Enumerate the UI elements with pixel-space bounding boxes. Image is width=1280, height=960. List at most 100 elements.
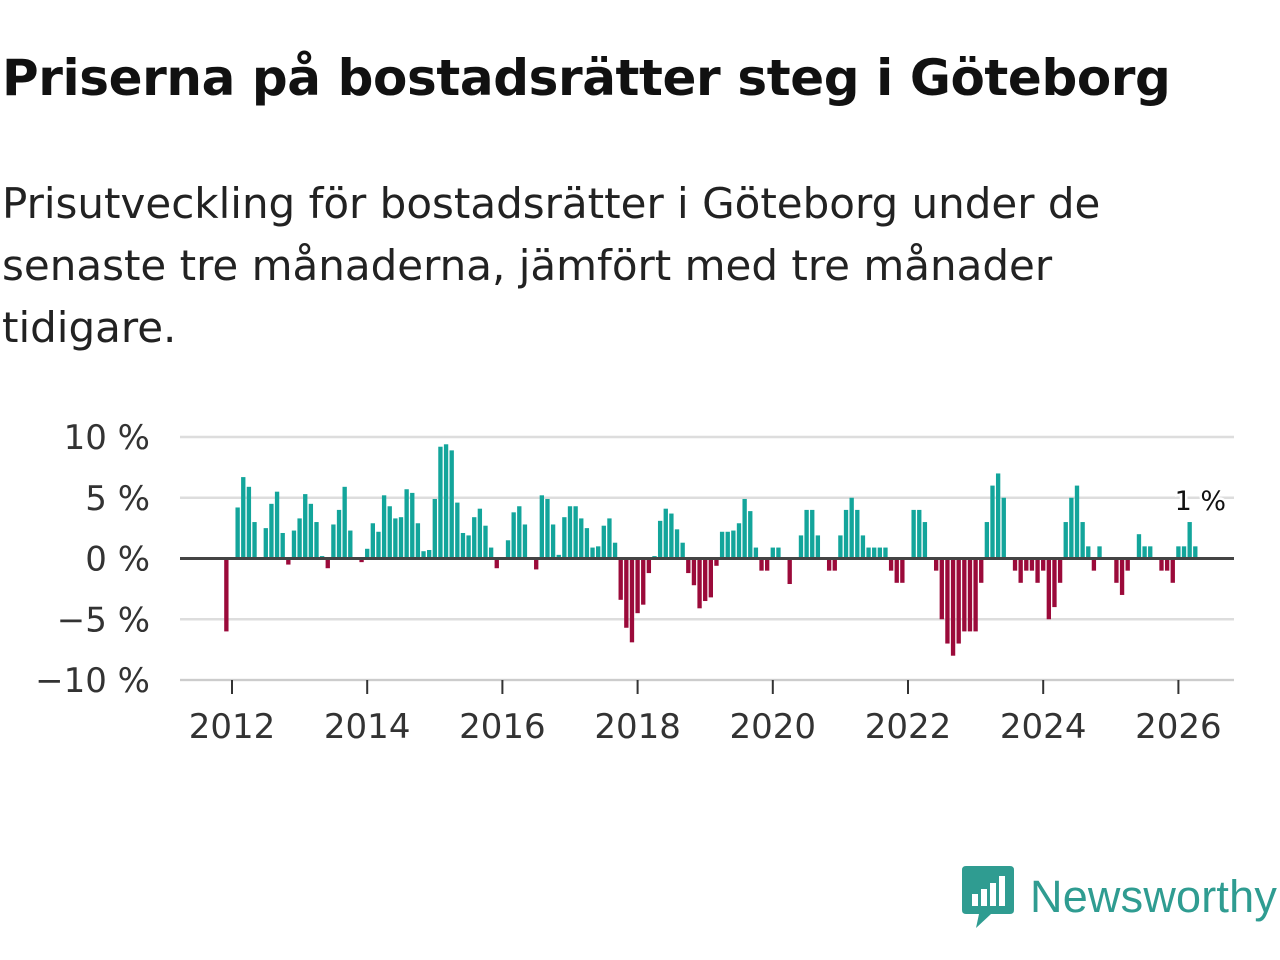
bar-positive xyxy=(517,506,522,559)
bar-positive xyxy=(804,509,809,559)
bar-positive xyxy=(308,503,314,559)
chart-title: Priserna på bostadsrätter steg i Götebor… xyxy=(2,49,1171,107)
y-tick-label: 10 % xyxy=(64,418,150,458)
bar-negative xyxy=(765,558,770,571)
bar-positive xyxy=(488,547,494,559)
bar-positive xyxy=(1136,534,1142,559)
bar-positive xyxy=(472,517,477,559)
bar-positive xyxy=(742,498,747,559)
bar-negative xyxy=(624,558,629,628)
y-tick-label: 5 % xyxy=(85,479,150,519)
bar-positive xyxy=(263,528,268,559)
bar-negative xyxy=(888,558,894,571)
bar-positive xyxy=(415,523,421,559)
bar-negative xyxy=(894,558,899,583)
bar-negative xyxy=(1159,558,1164,571)
bar-positive xyxy=(1187,522,1192,559)
bar-chart: 10 % 5 % 0 % −5 % −10 % 2012 2014 2016 2018 2020 2… xyxy=(35,418,1234,747)
bar-positive xyxy=(584,528,590,559)
bar-positive xyxy=(1176,546,1181,559)
bar-negative xyxy=(635,558,640,614)
bar-negative xyxy=(1164,558,1170,571)
bar-positive xyxy=(427,549,432,559)
bar-positive xyxy=(297,518,302,559)
bar-positive xyxy=(843,509,849,559)
bar-positive xyxy=(235,507,240,559)
bar-negative xyxy=(534,558,539,570)
bar-positive xyxy=(466,535,471,559)
bar-positive xyxy=(370,523,375,559)
axes: 10 % 5 % 0 % −5 % −10 % 2012 2014 2016 2018 2020 2… xyxy=(35,418,1234,747)
bar-positive xyxy=(274,491,280,559)
bar-positive xyxy=(404,489,409,559)
bar-positive xyxy=(872,547,877,559)
bar-negative xyxy=(1041,558,1046,571)
bar-negative xyxy=(1119,558,1125,595)
bar-negative xyxy=(1057,558,1063,583)
bar-negative xyxy=(939,558,944,620)
bar-positive xyxy=(1193,546,1198,559)
bar-positive xyxy=(545,498,550,559)
bar-positive xyxy=(331,524,336,559)
bar-negative xyxy=(787,558,792,585)
bar-positive xyxy=(736,523,742,559)
bar-negative xyxy=(962,558,967,632)
bar-negative xyxy=(1024,558,1029,571)
bar-positive xyxy=(1001,497,1006,559)
bar-positive xyxy=(1142,546,1147,559)
bar-positive xyxy=(849,497,854,559)
bar-positive xyxy=(567,506,573,559)
bar-negative xyxy=(979,558,984,583)
bar-negative xyxy=(1018,558,1023,583)
bar-positive xyxy=(1063,522,1068,559)
bar-positive xyxy=(539,495,544,559)
y-tick-label: 0 % xyxy=(85,540,150,580)
bar-negative xyxy=(494,558,499,569)
bar-positive xyxy=(246,486,252,559)
bar-positive xyxy=(438,446,443,559)
bar-positive xyxy=(449,450,454,559)
bar-positive xyxy=(376,531,381,559)
bar-positive xyxy=(348,530,353,559)
bar-positive xyxy=(601,525,606,559)
bar-positive xyxy=(393,518,398,559)
x-tick-label: 2016 xyxy=(459,707,546,747)
bar-positive xyxy=(460,532,466,559)
bar-positive xyxy=(984,522,990,559)
annotation-last-value: 1 % xyxy=(1175,486,1226,517)
bar-positive xyxy=(860,535,866,559)
bar-negative xyxy=(703,558,708,602)
bar-negative xyxy=(956,558,961,644)
bar-positive xyxy=(398,517,404,559)
bar-positive xyxy=(550,524,556,559)
bar-negative xyxy=(1029,558,1035,571)
bar-negative xyxy=(691,558,697,586)
bar-positive xyxy=(995,473,1001,559)
bar-positive xyxy=(680,542,685,559)
bar-positive xyxy=(674,529,680,559)
bar-positive xyxy=(607,518,612,559)
bar-positive xyxy=(443,444,449,559)
bar-positive xyxy=(421,551,426,559)
bar-positive xyxy=(336,509,342,559)
bar-positive xyxy=(477,508,483,559)
x-tick-label: 2026 xyxy=(1135,707,1222,747)
bar-negative xyxy=(714,558,719,566)
bar-negative xyxy=(900,558,905,583)
bar-negative xyxy=(646,558,652,574)
bar-positive xyxy=(269,503,274,559)
bar-negative xyxy=(1012,558,1018,571)
bar-positive xyxy=(342,486,347,559)
bar-positive xyxy=(579,518,584,559)
bar-negative xyxy=(708,558,713,598)
bar-positive xyxy=(770,547,775,559)
bar-negative xyxy=(359,558,364,563)
bar-positive xyxy=(922,522,928,559)
bar-negative xyxy=(1125,558,1130,571)
bar-positive xyxy=(990,485,995,559)
bar-positive xyxy=(280,532,285,559)
x-tick-label: 2020 xyxy=(730,707,817,747)
bar-negative xyxy=(1114,558,1119,583)
bar-positive xyxy=(1148,546,1153,559)
newsworthy-logo-icon xyxy=(962,866,1014,928)
